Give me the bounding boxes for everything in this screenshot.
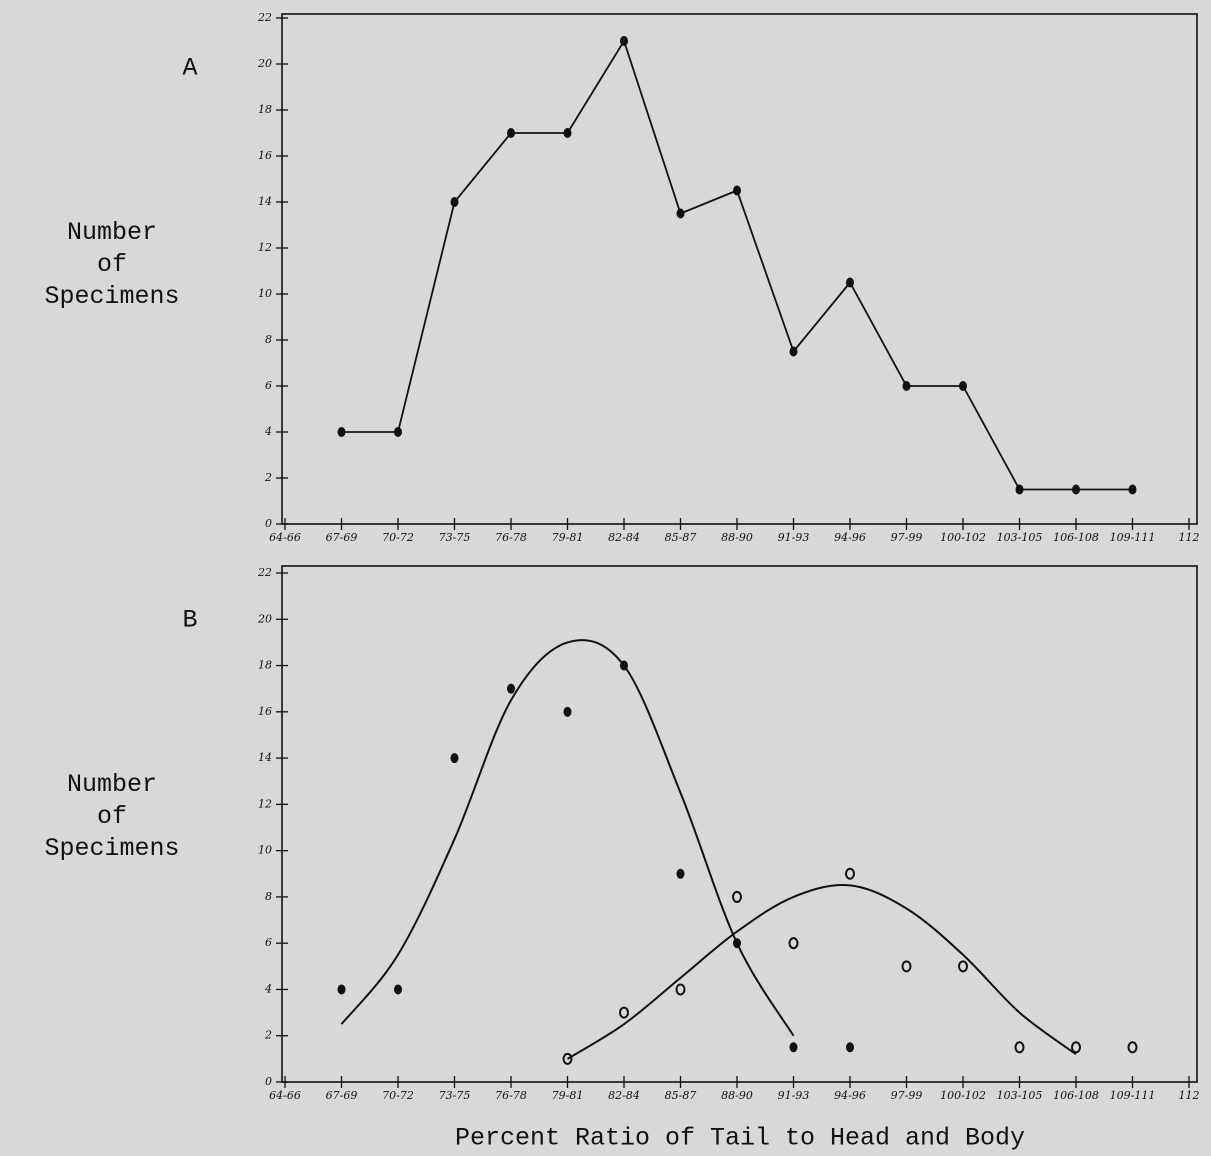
x-tick-label: 94-96 <box>834 1089 866 1102</box>
point <box>791 1043 797 1051</box>
x-tick-label: 91-93 <box>778 531 810 544</box>
point <box>452 754 458 762</box>
point <box>678 870 684 878</box>
point <box>1130 486 1136 494</box>
y-tick-label: 6 <box>265 379 272 392</box>
x-tick-label: 106-108 <box>1053 531 1099 544</box>
y-tick-label: 14 <box>258 195 272 208</box>
y-tick-label: 12 <box>258 797 272 810</box>
point <box>565 708 571 716</box>
point <box>678 210 684 218</box>
point <box>847 1043 853 1051</box>
x-tick-label: 64-66 <box>269 1089 301 1102</box>
x-tick-label: 64-66 <box>269 531 301 544</box>
x-tick-label: 112 <box>1179 1089 1200 1102</box>
panel-label: A <box>182 54 197 83</box>
x-tick-label: 76-78 <box>495 1089 527 1102</box>
x-tick-label: 97-99 <box>891 531 923 544</box>
x-tick-label: 70-72 <box>382 531 414 544</box>
x-tick-label: 67-69 <box>326 531 358 544</box>
point <box>621 37 627 45</box>
x-tick-label: 82-84 <box>608 1089 640 1102</box>
x-tick-label: 88-90 <box>721 1089 753 1102</box>
y-tick-label: 6 <box>265 936 272 949</box>
x-tick-label: 109-111 <box>1110 531 1156 544</box>
point <box>791 348 797 356</box>
point <box>395 985 401 993</box>
point <box>565 129 571 137</box>
x-tick-label: 76-78 <box>495 531 527 544</box>
x-tick-label: 79-81 <box>552 531 584 544</box>
x-tick-label: 109-111 <box>1110 1089 1156 1102</box>
point <box>1073 486 1079 494</box>
point <box>339 428 345 436</box>
x-tick-label: 73-75 <box>439 1089 471 1102</box>
y-tick-label: 8 <box>265 890 272 903</box>
y-tick-label: 0 <box>265 1075 272 1088</box>
x-tick-label: 79-81 <box>552 1089 584 1102</box>
x-axis-label: Percent Ratio of Tail to Head and Body <box>455 1124 1025 1153</box>
point <box>452 198 458 206</box>
point <box>395 428 401 436</box>
y-tick-label: 2 <box>264 1029 272 1042</box>
x-tick-label: 106-108 <box>1053 1089 1099 1102</box>
point <box>847 279 853 287</box>
y-tick-label: 22 <box>257 566 272 579</box>
x-tick-label: 82-84 <box>608 531 640 544</box>
y-tick-label: 10 <box>258 844 272 857</box>
y-tick-label: 18 <box>258 659 272 672</box>
y-tick-label: 2 <box>264 471 272 484</box>
y-tick-label: 14 <box>258 751 272 764</box>
x-tick-label: 88-90 <box>721 531 753 544</box>
x-tick-label: 70-72 <box>382 1089 414 1102</box>
x-tick-label: 103-105 <box>997 531 1043 544</box>
point <box>960 382 966 390</box>
x-tick-label: 112 <box>1179 531 1200 544</box>
y-tick-label: 16 <box>258 149 272 162</box>
x-tick-label: 91-93 <box>778 1089 810 1102</box>
point <box>508 685 514 693</box>
point <box>1017 486 1023 494</box>
y-tick-label: 20 <box>257 612 272 625</box>
x-tick-label: 85-87 <box>665 531 697 544</box>
point <box>508 129 514 137</box>
y-tick-label: 0 <box>265 517 272 530</box>
x-tick-label: 94-96 <box>834 531 866 544</box>
y-tick-label: 16 <box>258 705 272 718</box>
background <box>0 0 1211 1156</box>
point <box>734 187 740 195</box>
x-tick-label: 103-105 <box>997 1089 1043 1102</box>
x-tick-label: 73-75 <box>439 531 471 544</box>
y-tick-label: 10 <box>258 287 272 300</box>
y-tick-label: 8 <box>265 333 272 346</box>
point <box>904 382 910 390</box>
x-tick-label: 97-99 <box>891 1089 923 1102</box>
y-tick-label: 18 <box>258 103 272 116</box>
x-tick-label: 67-69 <box>326 1089 358 1102</box>
y-tick-label: 4 <box>264 425 272 438</box>
panel-label: B <box>182 606 197 635</box>
point <box>339 985 345 993</box>
y-tick-label: 12 <box>258 241 272 254</box>
x-tick-label: 100-102 <box>940 1089 986 1102</box>
y-tick-label: 4 <box>264 982 272 995</box>
chart: ANumberofSpecimens024681012141618202264-… <box>0 0 1211 1156</box>
y-tick-label: 22 <box>257 11 272 24</box>
y-tick-label: 20 <box>257 57 272 70</box>
x-tick-label: 100-102 <box>940 531 986 544</box>
x-tick-label: 85-87 <box>665 1089 697 1102</box>
